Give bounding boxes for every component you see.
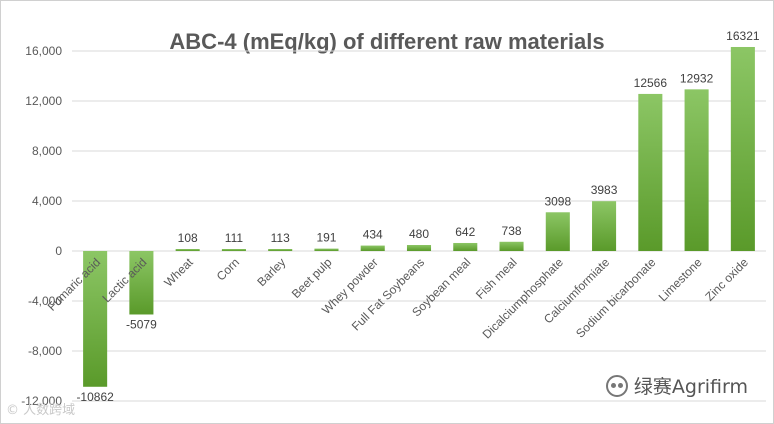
data-label: 108 [178,231,198,245]
bar [592,201,617,251]
category-label: Limestone [656,255,705,304]
y-tick-label: 4,000 [32,194,62,208]
corner-watermark: © 人数跨域 [6,403,76,418]
wechat-icon [605,374,628,397]
category-label: Zinc oxide [702,255,751,304]
data-label: 111 [225,231,244,245]
category-label: Corn [214,255,242,283]
y-axis-ticks: -12,000 -8,000 -4,000 0 4,000 8,000 12,000 16,0… [21,44,62,408]
data-label: 3098 [544,194,571,208]
data-label: 434 [363,228,383,242]
y-tick-label: -8,000 [28,344,62,358]
data-label: 642 [455,225,475,239]
category-label: Dicalciumphosphate [480,255,567,342]
bar [314,248,339,251]
data-labels: -10862 -5079 108 111 113 191 434 480 642 738 3098 3… [76,29,759,404]
y-tick-label: 0 [55,244,62,258]
y-tick-label: 16,000 [25,44,62,58]
data-label: 113 [271,231,290,245]
bar [360,245,385,251]
category-label: Sodium bicarbonate [573,255,659,341]
y-tick-label: 12,000 [25,94,62,108]
bar [221,249,246,251]
bar [638,93,663,251]
bar [175,249,200,251]
data-label: 12932 [680,71,714,85]
brand-watermark: 绿赛Agrifirm [605,372,748,399]
data-label: 191 [316,231,336,245]
data-label: 480 [409,227,429,241]
bar [545,212,570,251]
y-tick-label: 8,000 [32,144,62,158]
chart-title: ABC-4 (mEq/kg) of different raw material… [169,29,604,54]
data-label: 3983 [591,183,618,197]
y-tick-label: -12,000 [21,394,62,408]
data-label: 16321 [726,29,760,43]
bars [83,46,755,387]
bar [406,245,432,251]
data-label: -5079 [126,317,157,331]
bar [730,46,755,251]
bar [268,249,293,251]
data-label: -10862 [76,390,114,404]
y-tick-label: -4,000 [28,294,62,308]
bar [684,89,709,251]
category-label: Barley [254,255,288,289]
category-label: Wheat [161,255,196,290]
bar [83,251,108,387]
data-label: 12566 [634,76,668,90]
bar [453,242,478,251]
data-label: 738 [502,224,522,238]
brand-watermark-text: 绿赛Agrifirm [633,376,748,398]
category-label: Fish meal [473,255,520,302]
bar [499,241,524,251]
bar [129,251,154,315]
category-label: Beet pulp [289,255,335,301]
